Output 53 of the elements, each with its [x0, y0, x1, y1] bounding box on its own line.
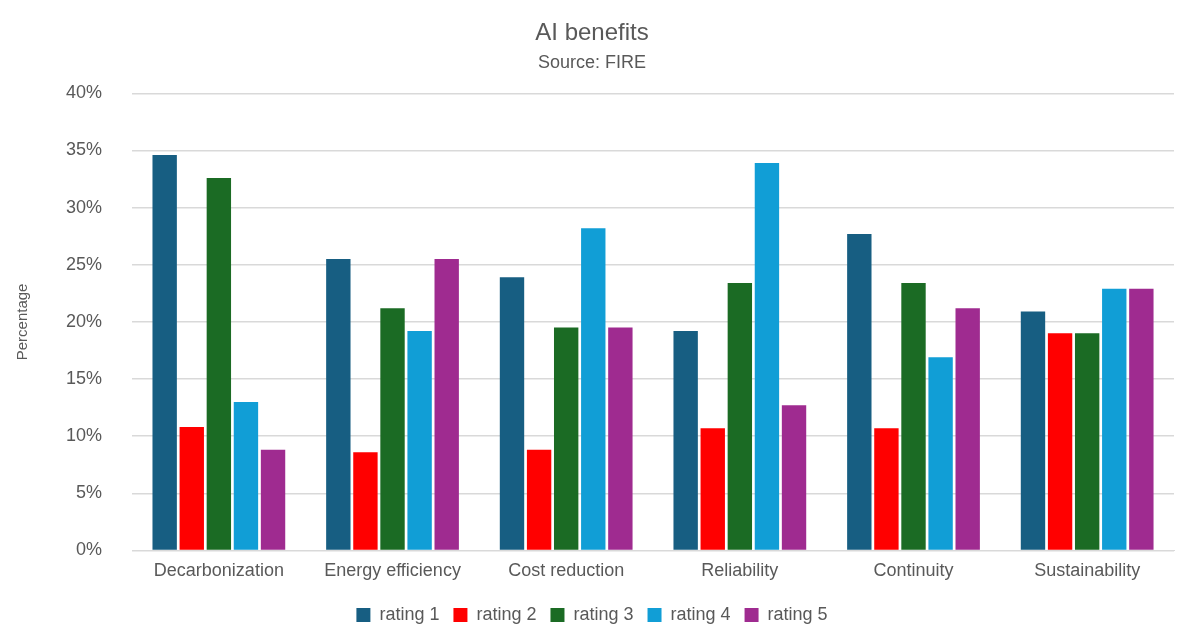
- bar: [874, 428, 899, 550]
- bar: [1102, 288, 1127, 550]
- bar: [754, 163, 780, 550]
- bar: [955, 308, 980, 550]
- bar: [901, 283, 926, 550]
- chart-title: AI benefits: [535, 18, 649, 46]
- y-tick-label: 0%: [76, 539, 103, 560]
- y-tick-label: 20%: [66, 310, 103, 331]
- x-tick-label: Continuity: [873, 560, 954, 581]
- x-tick-label: Energy efficiency: [324, 560, 461, 581]
- bar: [1020, 311, 1046, 550]
- legend-label: rating 1: [379, 603, 440, 624]
- bar: [499, 277, 525, 550]
- legend-label: rating 4: [670, 603, 731, 624]
- bar: [1129, 288, 1154, 550]
- bar: [781, 405, 807, 550]
- bar: [326, 259, 351, 550]
- bar: [727, 283, 753, 550]
- bar: [434, 259, 459, 550]
- bar: [700, 428, 725, 550]
- chart-subtitle: Source: FIRE: [537, 51, 647, 72]
- bar: [152, 155, 177, 550]
- x-tick-label: Reliability: [701, 560, 779, 581]
- bar: [233, 401, 259, 550]
- bar: [1047, 333, 1073, 550]
- bar: [353, 452, 378, 550]
- legend-label: rating 3: [573, 603, 634, 624]
- y-tick-label: 5%: [76, 482, 103, 503]
- y-axis-title: Percentage: [13, 283, 31, 361]
- x-tick-label: Cost reduction: [508, 560, 625, 581]
- bar: [553, 327, 579, 550]
- y-tick-label: 10%: [66, 425, 103, 446]
- bar: [581, 228, 606, 550]
- legend-label: rating 5: [767, 603, 828, 624]
- bar: [206, 177, 232, 550]
- legend-label: rating 2: [476, 603, 537, 624]
- bar: [608, 327, 633, 550]
- y-tick-label: 35%: [66, 139, 103, 160]
- bar: [526, 449, 552, 550]
- y-tick-label: 40%: [66, 82, 103, 103]
- bar: [847, 233, 872, 550]
- y-tick-label: 25%: [66, 253, 103, 274]
- x-tick-label: Decarbonization: [153, 560, 284, 581]
- y-tick-label: 30%: [66, 196, 103, 217]
- y-tick-label: 15%: [66, 367, 103, 388]
- bar: [928, 357, 953, 550]
- bar: [407, 331, 432, 550]
- x-tick-label: Sustainability: [1034, 560, 1141, 581]
- bar: [179, 427, 204, 550]
- bar: [260, 449, 286, 550]
- bar: [380, 308, 405, 550]
- bar: [673, 331, 698, 550]
- bar: [1074, 333, 1100, 550]
